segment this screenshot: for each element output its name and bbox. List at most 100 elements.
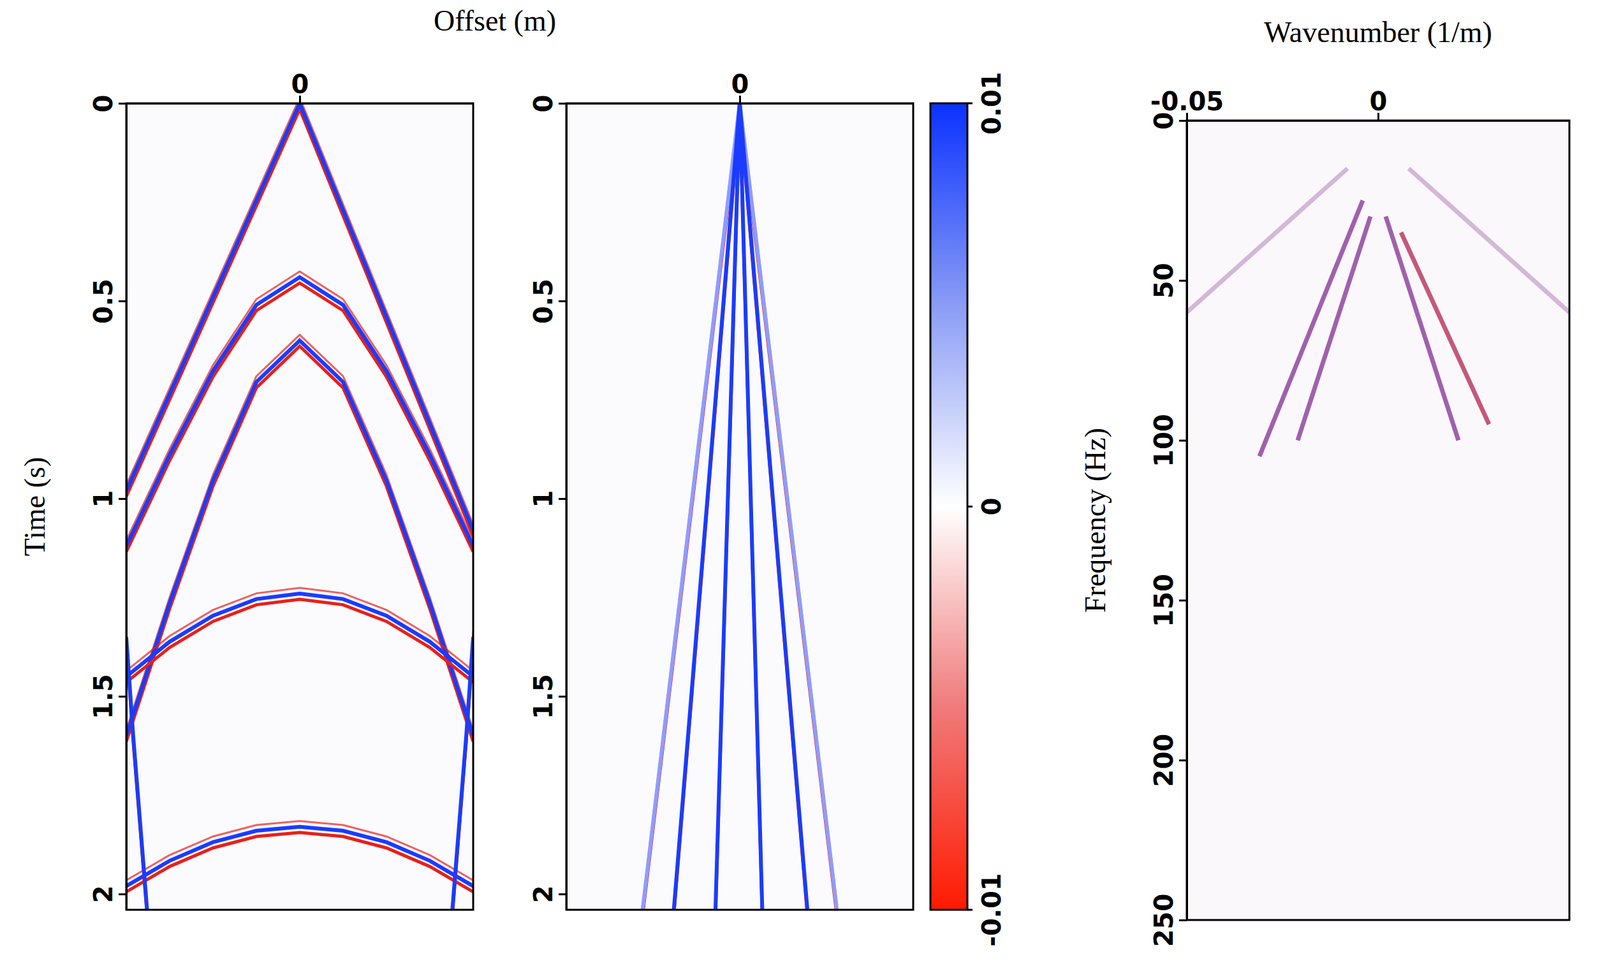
- x-tick: 0: [731, 69, 750, 104]
- y-axis-title: Time (s): [18, 457, 52, 557]
- colorbar-tick: [967, 505, 973, 508]
- y-tick-mark: [558, 102, 567, 105]
- y-tick: 1: [528, 490, 567, 509]
- x-tick-label: -0.05: [1150, 86, 1224, 117]
- y-tick-label: 1: [88, 490, 118, 509]
- x-tick-label: 0: [731, 69, 750, 99]
- y-tick: 200: [1149, 733, 1187, 788]
- spectral-streak: [1297, 216, 1371, 441]
- y-tick: 1.5: [528, 674, 567, 720]
- spectral-streak: [1401, 232, 1490, 425]
- event: [126, 827, 474, 887]
- y-tick-mark: [118, 300, 127, 303]
- y-tick-label: 0: [528, 95, 558, 113]
- marks: [642, 103, 838, 911]
- y-tick-mark: [1179, 599, 1187, 602]
- event: [715, 103, 763, 911]
- x-tick-label: 0: [1369, 86, 1388, 117]
- y-tick: 2: [88, 885, 127, 904]
- event: [642, 103, 838, 911]
- event-trough: [126, 346, 474, 742]
- y-tick: 0.5: [528, 278, 567, 324]
- y-tick-label: 0.5: [528, 278, 558, 324]
- frame: [126, 103, 474, 911]
- y-tick-mark: [118, 102, 127, 105]
- colorbar-tick: [967, 909, 973, 912]
- plot-background: [1186, 120, 1570, 921]
- event: [126, 340, 474, 736]
- event-side-lobe: [126, 103, 474, 525]
- colorbar-tick-label: -0.01: [976, 873, 1007, 947]
- x-tick: 0: [1369, 86, 1388, 121]
- y-tick-label: 2: [88, 885, 118, 904]
- event-trough: [126, 599, 474, 683]
- x-axis-title: Wavenumber (1/m): [1263, 15, 1493, 49]
- event-side-lobe: [126, 271, 474, 541]
- spectral-streak: [1186, 168, 1348, 313]
- colorbar-ramp: [930, 103, 968, 911]
- y-tick: 1: [88, 490, 127, 509]
- event: [126, 277, 474, 547]
- y-tick-label: 2: [528, 885, 558, 904]
- spectral-streak: [1259, 200, 1363, 456]
- x-tick: 0: [291, 69, 310, 104]
- x-tick-label: 0: [291, 69, 310, 99]
- panel: 000.511.52Offset (m)Time (s): [18, 4, 557, 916]
- y-axis-line: [1186, 121, 1189, 921]
- colorbar-tick: [967, 102, 973, 105]
- event-trough: [674, 109, 808, 911]
- colorbar-tick-label: 0.01: [976, 72, 1007, 136]
- y-axis: 0 0.5 1 1.5 2: [88, 95, 127, 911]
- x-axis: 0: [126, 69, 474, 104]
- spectral-streak: [1408, 168, 1570, 313]
- event-trough: [126, 109, 474, 537]
- event: [674, 103, 808, 911]
- y-tick-label: 200: [1149, 733, 1179, 788]
- event: [452, 637, 474, 911]
- y-tick-mark: [558, 300, 567, 303]
- y-tick-label: 100: [1149, 413, 1179, 468]
- event-trough: [126, 283, 474, 553]
- y-tick: 1.5: [88, 674, 127, 720]
- event: [126, 593, 474, 677]
- colorbar: -0.0100.01: [930, 72, 1007, 947]
- y-tick: 50: [1149, 262, 1187, 299]
- spectral-streak: [1385, 216, 1459, 441]
- event: [126, 103, 474, 531]
- y-tick-label: 0.5: [88, 278, 118, 324]
- y-tick-label: 0: [1149, 112, 1179, 131]
- y-tick-mark: [558, 695, 567, 698]
- event-trough: [715, 109, 763, 911]
- marks: [126, 103, 474, 911]
- y-tick-mark: [118, 893, 127, 896]
- plot-background: [566, 103, 914, 911]
- y-tick-mark: [1179, 759, 1187, 762]
- y-axis-line: [565, 103, 568, 911]
- panel: 0 0 0.5 1 1.5 2: [528, 69, 914, 916]
- y-axis: 0 0.5 1 1.5 2: [528, 95, 567, 911]
- y-tick-mark: [118, 498, 127, 500]
- event-side-lobe: [715, 103, 763, 905]
- y-axis: 0 50 100 150 200 250: [1149, 112, 1188, 948]
- event-side-lobe: [126, 334, 474, 731]
- y-tick: 0: [88, 95, 127, 113]
- y-tick-mark: [118, 695, 127, 698]
- event-trough: [642, 109, 838, 911]
- y-tick: 0: [1149, 112, 1187, 131]
- marks: [1186, 168, 1570, 456]
- event: [126, 637, 148, 911]
- y-tick: 250: [1149, 894, 1187, 948]
- x-axis: -0.05 0: [1150, 86, 1571, 122]
- y-tick-mark: [1179, 440, 1187, 442]
- frame: [1186, 120, 1570, 921]
- y-tick-label: 0: [88, 95, 118, 113]
- y-tick: 150: [1149, 573, 1187, 628]
- y-tick-label: 1.5: [88, 674, 118, 720]
- event-side-lobe: [126, 587, 474, 671]
- event-side-lobe: [642, 103, 838, 905]
- y-tick: 2: [528, 885, 567, 904]
- y-tick-mark: [1179, 279, 1187, 282]
- y-axis-title: Frequency (Hz): [1078, 427, 1112, 613]
- plot-background: [126, 103, 474, 911]
- frame: [566, 103, 914, 911]
